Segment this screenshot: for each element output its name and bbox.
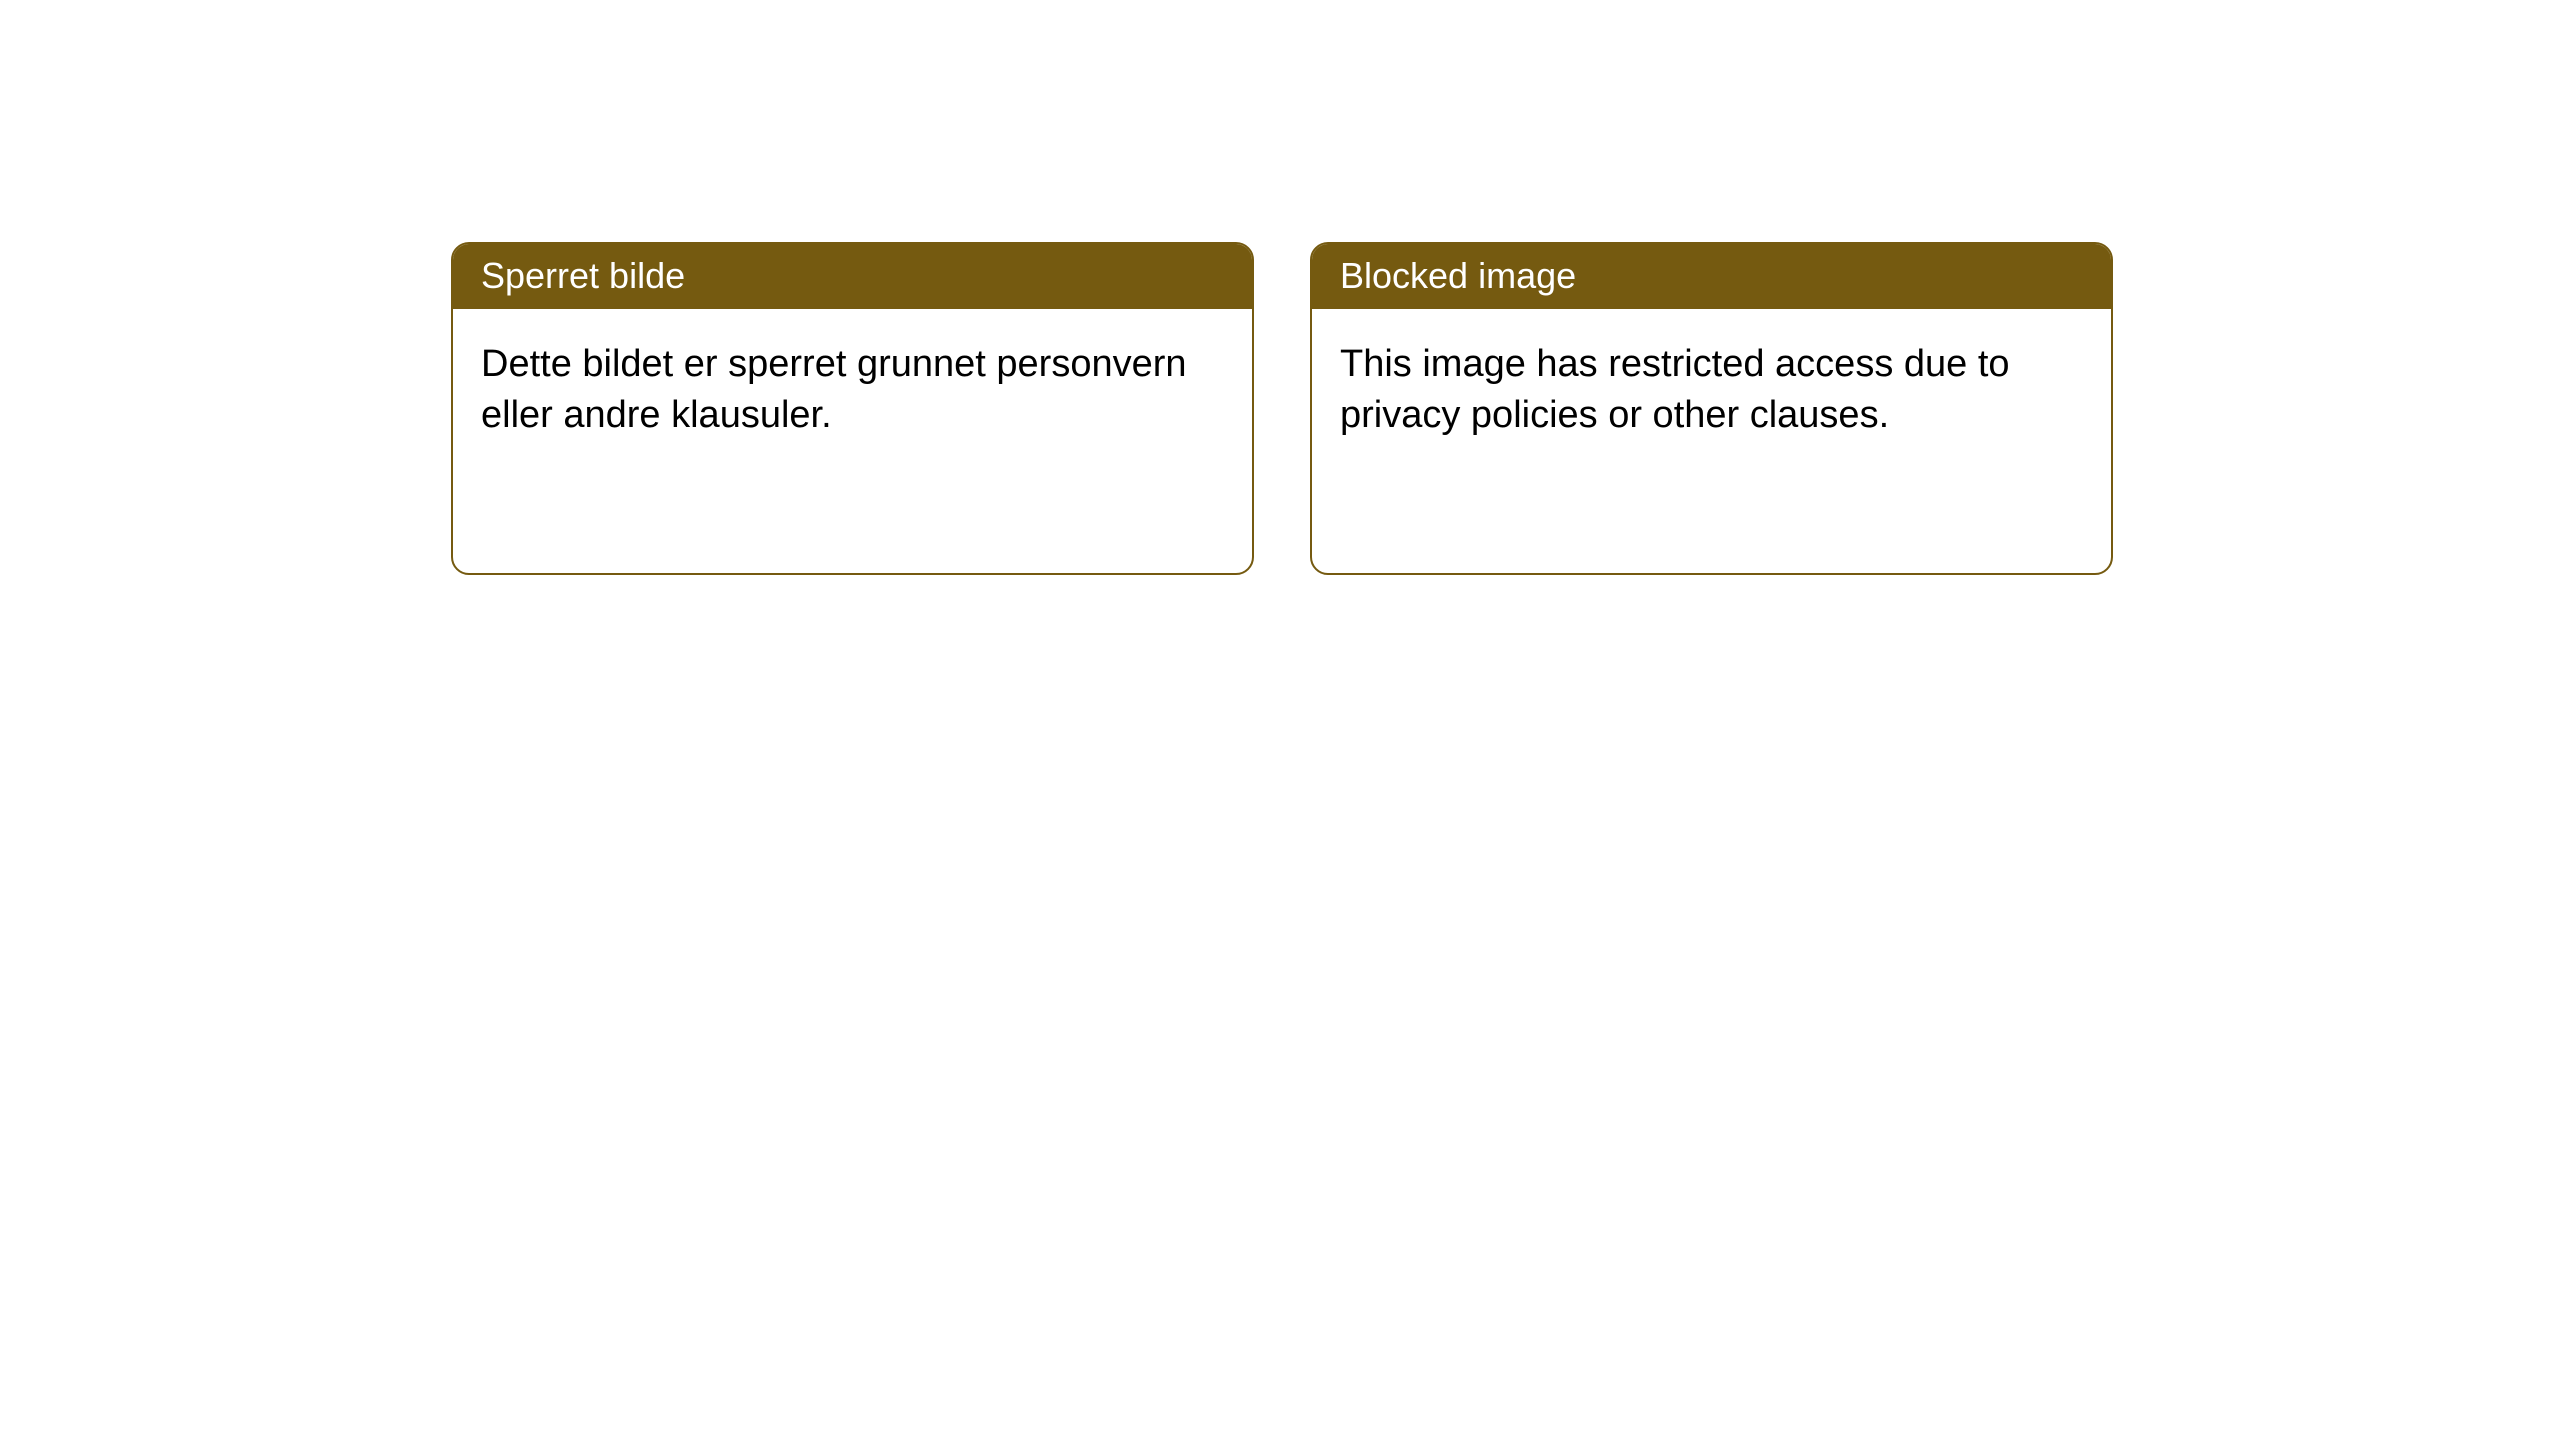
card-row: Sperret bilde Dette bildet er sperret gr… xyxy=(451,242,2113,575)
card-body-en: This image has restricted access due to … xyxy=(1312,309,2111,472)
blocked-image-card-no: Sperret bilde Dette bildet er sperret gr… xyxy=(451,242,1254,575)
card-title-no: Sperret bilde xyxy=(453,244,1252,309)
card-body-no: Dette bildet er sperret grunnet personve… xyxy=(453,309,1252,472)
blocked-image-card-en: Blocked image This image has restricted … xyxy=(1310,242,2113,575)
card-title-en: Blocked image xyxy=(1312,244,2111,309)
